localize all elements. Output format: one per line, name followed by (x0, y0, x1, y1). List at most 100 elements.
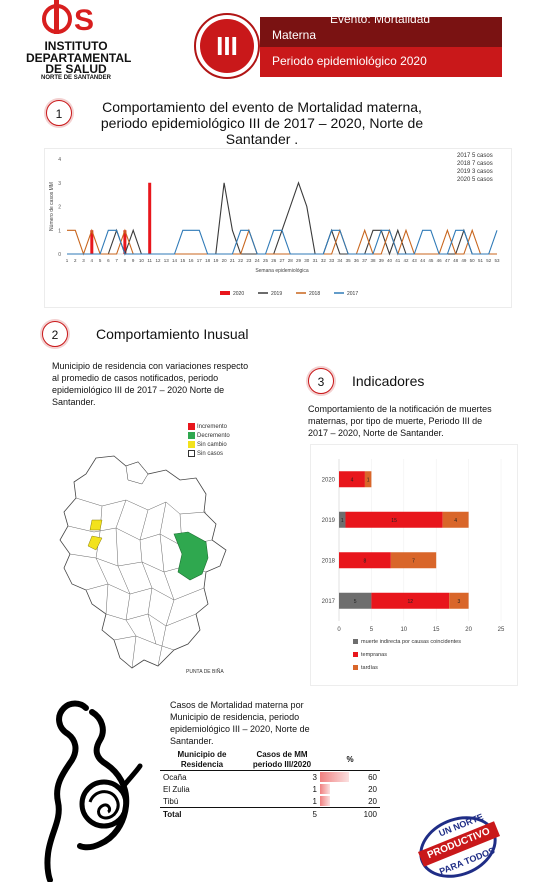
x-tick-label: 28 (288, 258, 294, 263)
table-row: Tibú 1 20 (160, 795, 380, 808)
x-tick-label: 5 (370, 627, 374, 633)
legend-swatch (188, 423, 195, 430)
logo-mark: S (74, 4, 95, 37)
y-axis-label: Número de casos MM (49, 182, 55, 231)
data-label: 12 (407, 599, 413, 605)
table-total-row: Total 5 100 (160, 807, 380, 821)
x-tick-label: 13 (164, 258, 170, 263)
x-tick-label: 7 (115, 258, 118, 263)
y-tick-label: 4 (58, 157, 61, 163)
legend-label: 2018 (309, 291, 320, 297)
department-outline (59, 455, 227, 669)
x-tick-label: 43 (412, 258, 418, 263)
bar-segment (390, 552, 437, 569)
section-3-title: Indicadores (352, 373, 425, 389)
bar-segment (339, 552, 391, 569)
legend-label: 2017 (347, 291, 358, 297)
bar-segment (364, 471, 372, 488)
x-tick-label: 14 (172, 258, 178, 263)
municipal-boundaries (67, 497, 213, 669)
header-event-bar: Evento: Mortalidad Materna (260, 12, 502, 47)
x-tick-label: 48 (453, 258, 459, 263)
x-tick-label: 4 (91, 258, 94, 263)
summary-note: 2020 5 casos (457, 177, 493, 183)
summary-note: 2018 7 casos (457, 161, 493, 167)
pregnancy-icon (44, 700, 143, 882)
data-label: 8 (364, 558, 367, 564)
data-label: 4 (454, 518, 457, 524)
x-tick-label: 21 (230, 258, 236, 263)
legend-swatch (353, 639, 358, 644)
legend-label: 2019 (271, 291, 282, 297)
x-tick-label: 41 (395, 258, 401, 263)
x-tick-label: 11 (147, 258, 152, 263)
x-tick-label: 9 (132, 258, 135, 263)
pct-value: 20 (368, 796, 377, 806)
legend-label: Sin cambio (197, 442, 227, 449)
x-tick-label: 12 (155, 258, 161, 263)
bar-mark-2020 (148, 182, 152, 254)
x-tick-label: 5 (99, 258, 102, 263)
pct-databar (320, 796, 330, 806)
bar-segment (339, 592, 372, 609)
x-tick-label: 37 (362, 258, 368, 263)
x-tick-label: 10 (400, 627, 407, 633)
header-municipio: Municipio de Residencia (160, 750, 244, 771)
legend-label: 2020 (233, 291, 244, 297)
pct-databar (320, 772, 349, 782)
x-tick-label: 10 (139, 258, 145, 263)
x-tick-label: 23 (246, 258, 252, 263)
x-tick-label: 1 (66, 258, 69, 263)
x-tick-label: 35 (346, 258, 352, 263)
indicators-svg: 0 5 10 15 20 25 2020 4 1 2019 1 15 4 2018 8 7 2017 5 12 3 mu… (322, 459, 505, 671)
x-tick-label: 51 (478, 258, 484, 263)
x-tick-label: 29 (296, 258, 302, 263)
y-tick-label: 0 (58, 252, 61, 258)
logo-line-4: NORTE DE SANTANDER (41, 75, 111, 81)
indicators-chart: 0 5 10 15 20 25 2020 4 1 2019 1 15 4 2018 8 7 2017 5 12 3 mu… (310, 444, 518, 686)
summary-note: 2019 3 casos (457, 169, 493, 175)
x-tick-label: 24 (255, 258, 261, 263)
legend-label: tardías (361, 665, 378, 671)
municipal-map: PUNTA DE BIÑA (59, 455, 227, 675)
x-axis-label: Semana epidemiológica (255, 268, 309, 274)
x-tick-label: 22 (238, 258, 244, 263)
x-tick-label: 53 (494, 258, 500, 263)
table-header-row: Municipio de Residencia Casos de MM peri… (160, 750, 380, 771)
y-tick-label: 2018 (322, 558, 336, 564)
y-tick-label: 2020 (322, 477, 336, 483)
section-3-number: 3 (308, 368, 334, 394)
x-tick-label: 31 (313, 258, 319, 263)
period-badge-fill (200, 19, 254, 73)
x-tick-label: 50 (470, 258, 476, 263)
x-tick-label: 26 (271, 258, 277, 263)
map-caption: PUNTA DE BIÑA (186, 668, 224, 675)
cell-casos: 3 (312, 772, 317, 782)
x-tick-label: 34 (337, 258, 343, 263)
map-legend: Incremento Decremento Sin cambio Sin cas… (188, 423, 230, 459)
cell-casos: 1 (312, 796, 317, 806)
section-1-number: 1 (46, 100, 72, 126)
municipality-table: Municipio de Residencia Casos de MM peri… (160, 750, 380, 820)
legend-label: tempranas (361, 652, 387, 658)
municipality-decrease (173, 531, 209, 581)
x-tick-label: 2 (74, 258, 77, 263)
x-tick-label: 52 (486, 258, 492, 263)
legend-item: Sin casos (188, 450, 230, 459)
y-tick-label: 1 (58, 228, 61, 234)
x-tick-label: 36 (354, 258, 360, 263)
data-label: 4 (351, 477, 354, 483)
x-tick-label: 17 (197, 258, 203, 263)
data-label: 5 (354, 599, 357, 605)
bar-segment (339, 471, 365, 488)
series-line-2019 (67, 181, 497, 256)
y-tick-label: 2019 (322, 518, 336, 524)
y-tick-label: 2017 (322, 599, 336, 605)
header-pct: % (320, 750, 380, 771)
logo-line-1: INSTITUTO (44, 39, 108, 53)
cell-pct: 20 (320, 783, 380, 795)
legend-label: Incremento (197, 424, 228, 431)
x-tick-label: 15 (433, 627, 440, 633)
period-badge-text: III (216, 31, 238, 61)
